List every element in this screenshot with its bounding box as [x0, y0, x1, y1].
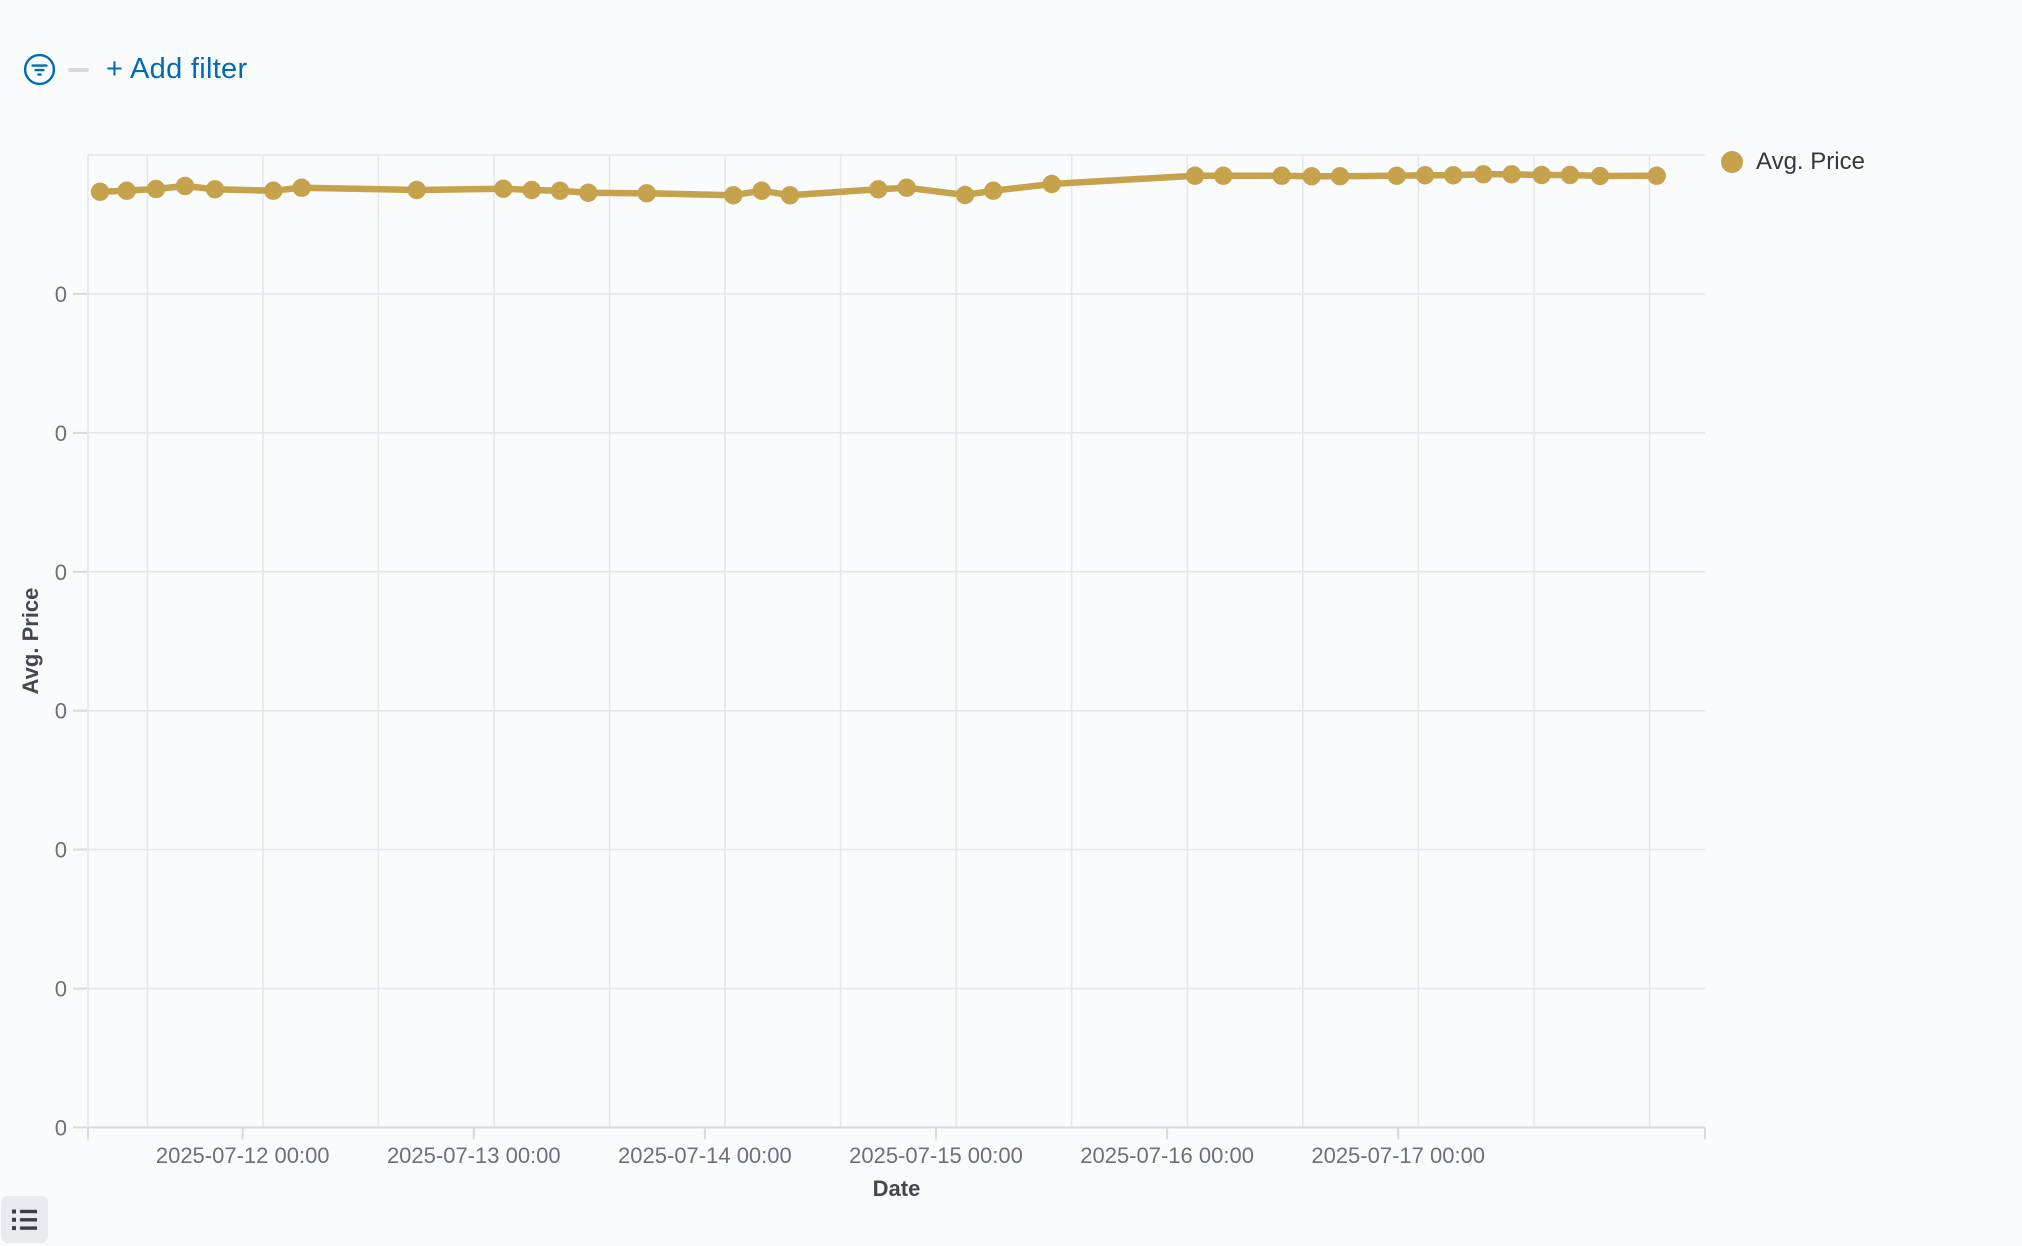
series-point [117, 181, 136, 200]
series-point [724, 186, 743, 205]
series-point [579, 183, 598, 202]
legend-toggle-button[interactable] [1, 1196, 48, 1243]
y-axis-tick-label: 0 [55, 699, 67, 724]
series-point [1042, 174, 1061, 194]
y-axis-tick-label: 0 [55, 1116, 67, 1141]
series-point [897, 178, 916, 197]
series-point [1387, 166, 1406, 185]
series-point [1647, 166, 1666, 185]
series-point [1185, 166, 1205, 185]
y-axis-tick-label: 0 [55, 560, 67, 585]
series-point [955, 185, 975, 205]
series-point [175, 176, 195, 196]
y-axis-tick-label: 0 [55, 977, 67, 1002]
y-axis-tick-label: 0 [55, 282, 67, 307]
series-point [752, 181, 771, 200]
add-filter-link[interactable]: + Add filter [106, 53, 248, 85]
series-point [637, 184, 656, 203]
series-point [1590, 166, 1610, 186]
x-axis-tick-label: 2025-07-16 00:00 [1080, 1143, 1254, 1168]
series-point [292, 178, 311, 197]
series-point [264, 181, 283, 200]
series-point [984, 181, 1003, 200]
series-point [1272, 166, 1291, 185]
series-point [1415, 166, 1435, 185]
series-point [1532, 165, 1551, 185]
x-axis-tick-label: 2025-07-13 00:00 [387, 1143, 561, 1168]
series-point [1302, 167, 1321, 186]
list-icon [12, 1209, 37, 1231]
series-point [1560, 165, 1580, 185]
filter-bar-separator [68, 68, 89, 72]
x-axis-tick-label: 2025-07-14 00:00 [618, 1143, 792, 1168]
series-point [1502, 165, 1521, 184]
series-point [1330, 167, 1350, 186]
legend-item-label: Avg. Price [1756, 148, 1865, 175]
legend: Avg. Price [1721, 148, 1865, 176]
legend-item-avg-price[interactable]: Avg. Price [1721, 148, 1865, 176]
legend-series-swatch [1721, 151, 1743, 173]
series-point [90, 182, 110, 201]
series-point [146, 179, 166, 199]
series-point [1444, 166, 1463, 185]
x-axis-tick-label: 2025-07-12 00:00 [156, 1143, 330, 1168]
filter-icon-button[interactable] [23, 53, 56, 86]
x-axis-tick-label: 2025-07-17 00:00 [1311, 1143, 1485, 1168]
y-axis-title: Avg. Price [18, 588, 43, 695]
series-point [550, 181, 570, 200]
plot-area[interactable] [88, 155, 1705, 1128]
series-point [780, 186, 800, 205]
series-point [1214, 166, 1233, 185]
x-axis-tick-label: 2025-07-15 00:00 [849, 1143, 1023, 1168]
x-axis-title: Date [873, 1176, 921, 1201]
series-point [1474, 165, 1493, 184]
series-point [522, 180, 541, 200]
series-point [869, 180, 888, 199]
series-point [407, 180, 426, 200]
series-point [205, 180, 225, 199]
y-axis-tick-label: 0 [55, 421, 67, 446]
series-point [494, 179, 513, 198]
y-axis-tick-label: 0 [55, 838, 67, 863]
filter-in-circle-icon [23, 53, 56, 86]
